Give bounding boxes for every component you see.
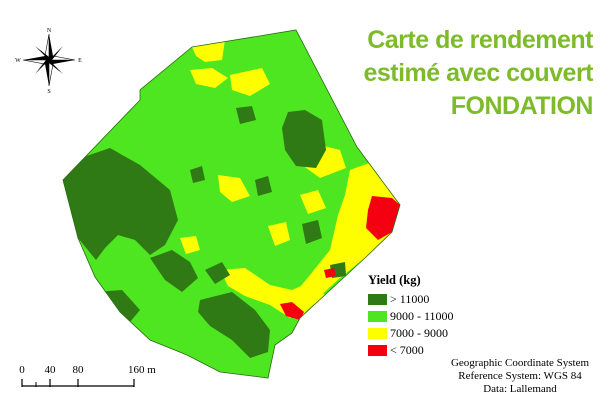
map-credits: Geographic Coordinate System Reference S… [440,357,600,396]
compass-rose-icon: N S E W [15,28,82,95]
zone-above-11000 [63,106,346,358]
credits-reference-system: Reference System: WGS 84 [458,370,582,382]
legend: Yield (kg) > 11000 9000 - 11000 7000 - 9… [368,273,454,359]
map-title: Carte de rendement estimé avec couvert F… [363,24,593,123]
legend-item: < 7000 [368,342,454,359]
legend-title: Yield (kg) [368,273,421,287]
scale-tick-0: 0 [19,364,25,376]
title-line-2: estimé avec couvert [363,59,593,87]
legend-label: 7000 - 9000 [390,326,448,340]
compass-w: W [15,58,21,64]
compass-s: S [47,89,50,95]
compass-e: E [78,58,82,64]
legend-swatch [368,328,387,339]
legend-label: > 11000 [390,292,430,306]
legend-swatch [368,345,387,356]
title-line-1: Carte de rendement [367,26,593,54]
legend-label: 9000 - 11000 [390,309,454,323]
scale-tick-160: 160 m [128,364,156,376]
compass-n: N [47,28,52,34]
scale-tick-40: 40 [45,364,57,376]
credits-data-source: Data: Lallemand [483,383,557,395]
legend-item: > 11000 [368,291,454,308]
scale-tick-80: 80 [73,364,85,376]
legend-label: < 7000 [390,343,424,357]
zone-below-7000 [280,196,400,320]
credits-coordinate-system: Geographic Coordinate System [450,357,590,369]
legend-swatch [368,311,387,322]
legend-item: 7000 - 9000 [368,325,454,342]
title-line-3: FONDATION [450,92,594,120]
legend-item: 9000 - 11000 [368,308,454,325]
legend-swatch [368,294,387,305]
field-boundary [62,29,401,379]
scale-bar: 0 40 80 160 m [19,364,156,387]
